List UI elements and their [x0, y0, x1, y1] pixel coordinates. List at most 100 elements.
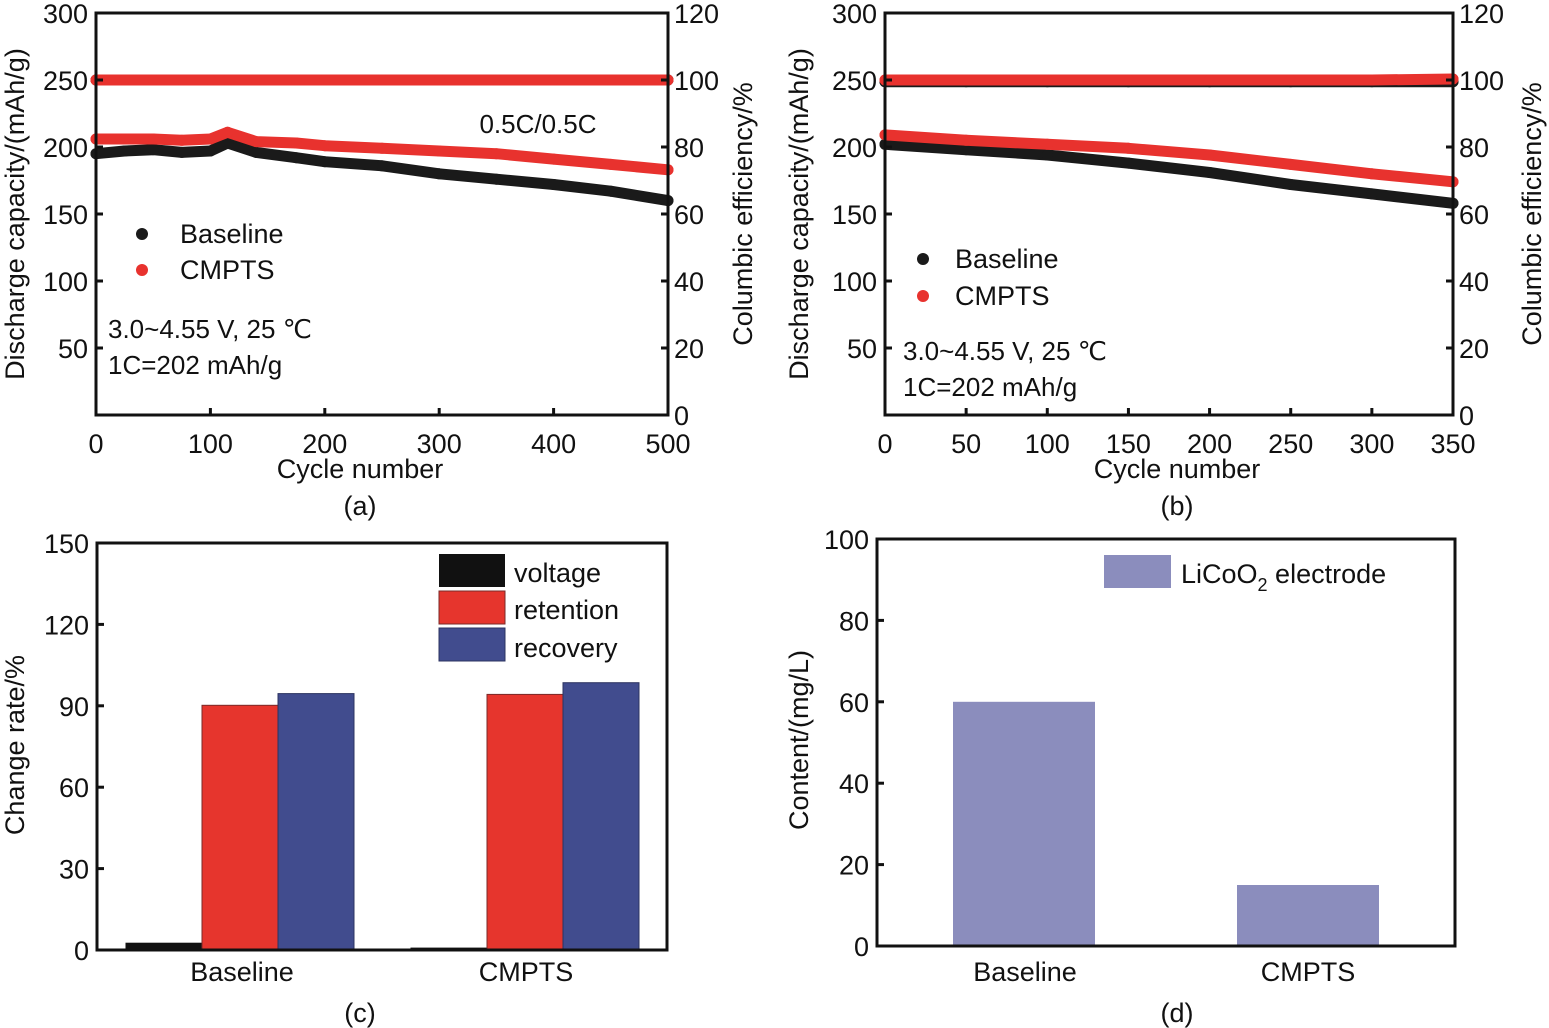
panel-a-rate-annotation: 0.5C/0.5C	[479, 109, 596, 139]
panel-a-legend: Baseline CMPTS	[136, 219, 284, 285]
panel-b-xtick-label: 50	[951, 429, 981, 459]
panel-a-xtick-label: 300	[417, 429, 462, 459]
panel-a-point-cmpts-efficiency	[376, 74, 388, 86]
panel-a-xtick-label: 200	[302, 429, 347, 459]
panel-b-point-baseline-capacity	[960, 144, 972, 156]
panel-a-point-cmpts-efficiency	[147, 74, 159, 86]
legend-label-licoo2: LiCoO2 electrode	[1181, 559, 1386, 595]
panel-a-point-cmpts-capacity	[222, 126, 234, 138]
panel-d-ytick-label: 40	[839, 769, 869, 799]
legend-swatch-voltage	[439, 554, 505, 587]
panel-d-label: (d)	[1161, 998, 1194, 1028]
panel-a-point-baseline-capacity	[319, 156, 331, 168]
legend-marker-cmpts	[136, 264, 148, 276]
panel-c-bar-cmpts-recovery	[562, 682, 640, 951]
panel-a-point-cmpts-efficiency	[119, 74, 131, 86]
panel-c-category-cmpts: CMPTS	[479, 957, 574, 987]
panel-b-legend: Baseline CMPTS	[917, 244, 1059, 311]
panel-b-ytick-label: 100	[832, 267, 877, 297]
panel-a-xtick-label: 100	[188, 429, 233, 459]
panel-c-bar-baseline-recovery	[277, 693, 355, 951]
panel-a-ytick-label: 300	[43, 0, 88, 29]
panel-b-xtick-label: 250	[1268, 429, 1313, 459]
legend-label-recovery: recovery	[514, 633, 618, 663]
panel-a-point-baseline-capacity	[250, 146, 262, 158]
panel-a-point-cmpts-capacity	[548, 153, 560, 165]
panel-b-ylabel: Discharge capacity/(mAh/g)	[784, 48, 814, 380]
panel-d-frame	[875, 537, 1457, 948]
panel-a-point-cmpts-efficiency	[319, 74, 331, 86]
panel-d: 0 20 40 60 80 100 Content/(mg/L) LiCoO2 elect…	[784, 525, 1457, 1028]
panel-a-ytick-label: 100	[43, 267, 88, 297]
panel-b-point-cmpts-efficiency	[1285, 74, 1297, 86]
panel-d-ylabel: Content/(mg/L)	[784, 650, 814, 830]
panel-c-bar-cmpts-retention	[486, 693, 564, 951]
panel-a-point-cmpts-efficiency	[605, 74, 617, 86]
panel-a-point-cmpts-capacity	[204, 133, 216, 145]
panel-b-xtick-label: 200	[1187, 429, 1232, 459]
panel-b-condition-annotation: 3.0~4.55 V, 25 ℃	[903, 336, 1107, 366]
panel-b-xtick-label: 150	[1106, 429, 1151, 459]
panel-a-point-baseline-capacity	[204, 145, 216, 157]
panel-b-point-cmpts-capacity	[1041, 138, 1053, 150]
panel-b-y2tick-label: 20	[1459, 334, 1489, 364]
panel-a-xtick-label: 400	[531, 429, 576, 459]
panel-d-bar-baseline	[953, 701, 1095, 946]
panel-b-point-cmpts-capacity	[1204, 149, 1216, 161]
panel-a-point-baseline-capacity	[176, 146, 188, 158]
panel-b-point-cmpts-capacity	[1122, 142, 1134, 154]
panel-a-y2tick-label: 0	[674, 401, 689, 431]
legend-label-licoo2-sub: 2	[1258, 575, 1268, 595]
panel-a-point-cmpts-efficiency	[433, 74, 445, 86]
panel-c-ytick-label: 30	[59, 855, 89, 885]
panel-c-ylabel: Change rate/%	[0, 655, 30, 835]
legend-label-voltage: voltage	[514, 558, 601, 588]
legend-swatch-licoo2	[1104, 555, 1171, 588]
panel-a-ytick-label: 200	[43, 133, 88, 163]
panel-b-point-baseline-capacity	[1366, 188, 1378, 200]
legend-label-cmpts: CMPTS	[180, 255, 275, 285]
panel-b-point-baseline-capacity	[1285, 179, 1297, 190]
panel-c-ytick-label: 150	[44, 529, 89, 559]
panel-b-point-cmpts-efficiency	[1204, 74, 1216, 86]
panel-b: 0 50 100 150 200 250 300 350 50 100 150 200 250 300 0 2…	[784, 0, 1547, 521]
panel-a-xlabel: Cycle number	[277, 454, 444, 484]
panel-c-legend: voltage retention recovery	[438, 554, 619, 663]
panel-b-1c-annotation: 1C=202 mAh/g	[903, 372, 1077, 402]
panel-a-label: (a)	[344, 491, 377, 521]
panel-a-y2tick-label: 120	[674, 0, 719, 29]
panel-b-point-baseline-capacity	[1041, 149, 1053, 161]
panel-a-point-baseline-capacity	[119, 145, 131, 157]
panel-b-point-cmpts-efficiency	[1122, 74, 1134, 86]
panel-b-y2tick-label: 0	[1459, 401, 1474, 431]
panel-a-point-cmpts-capacity	[319, 140, 331, 152]
panel-a-point-baseline-capacity	[290, 152, 302, 164]
panel-b-y2label: Columbic efficiency/%	[1517, 82, 1547, 346]
panel-c-ytick-label: 90	[59, 692, 89, 722]
panel-b-point-cmpts-capacity	[960, 134, 972, 146]
panel-b-series-cmpts-capacity	[879, 129, 1459, 188]
panel-b-xtick-label: 350	[1430, 429, 1475, 459]
panel-b-xtick-label: 0	[877, 429, 892, 459]
panel-d-bar-cmpts	[1237, 885, 1379, 946]
panel-c-ticks: 0 30 60 90 120 150	[44, 529, 104, 966]
panel-b-point-cmpts-efficiency	[1366, 74, 1378, 86]
panel-b-ticks: 0 50 100 150 200 250 300 350 50 100 150 200 250 300 0 2…	[832, 0, 1504, 459]
legend-label-baseline: Baseline	[955, 244, 1059, 274]
panel-d-legend: LiCoO2 electrode	[1104, 555, 1386, 595]
panel-a-y2tick-label: 80	[674, 133, 704, 163]
panel-d-ticks: 0 20 40 60 80 100	[824, 525, 884, 962]
panel-b-point-baseline-capacity	[1204, 167, 1216, 178]
panel-a-point-cmpts-efficiency	[204, 74, 216, 86]
panel-b-ytick-label: 200	[832, 133, 877, 163]
legend-label-licoo2-post: electrode	[1268, 559, 1387, 589]
panel-b-y2tick-label: 120	[1459, 0, 1504, 29]
panel-b-xtick-label: 300	[1349, 429, 1394, 459]
panel-b-point-cmpts-efficiency	[1041, 74, 1053, 86]
panel-a-condition-annotation: 3.0~4.55 V, 25 ℃	[108, 314, 312, 344]
panel-a-point-cmpts-efficiency	[250, 74, 262, 86]
panel-d-ytick-label: 100	[824, 525, 869, 555]
legend-marker-cmpts	[917, 290, 929, 302]
panel-a-ytick-label: 150	[43, 200, 88, 230]
panel-c-ytick-label: 60	[59, 773, 89, 803]
